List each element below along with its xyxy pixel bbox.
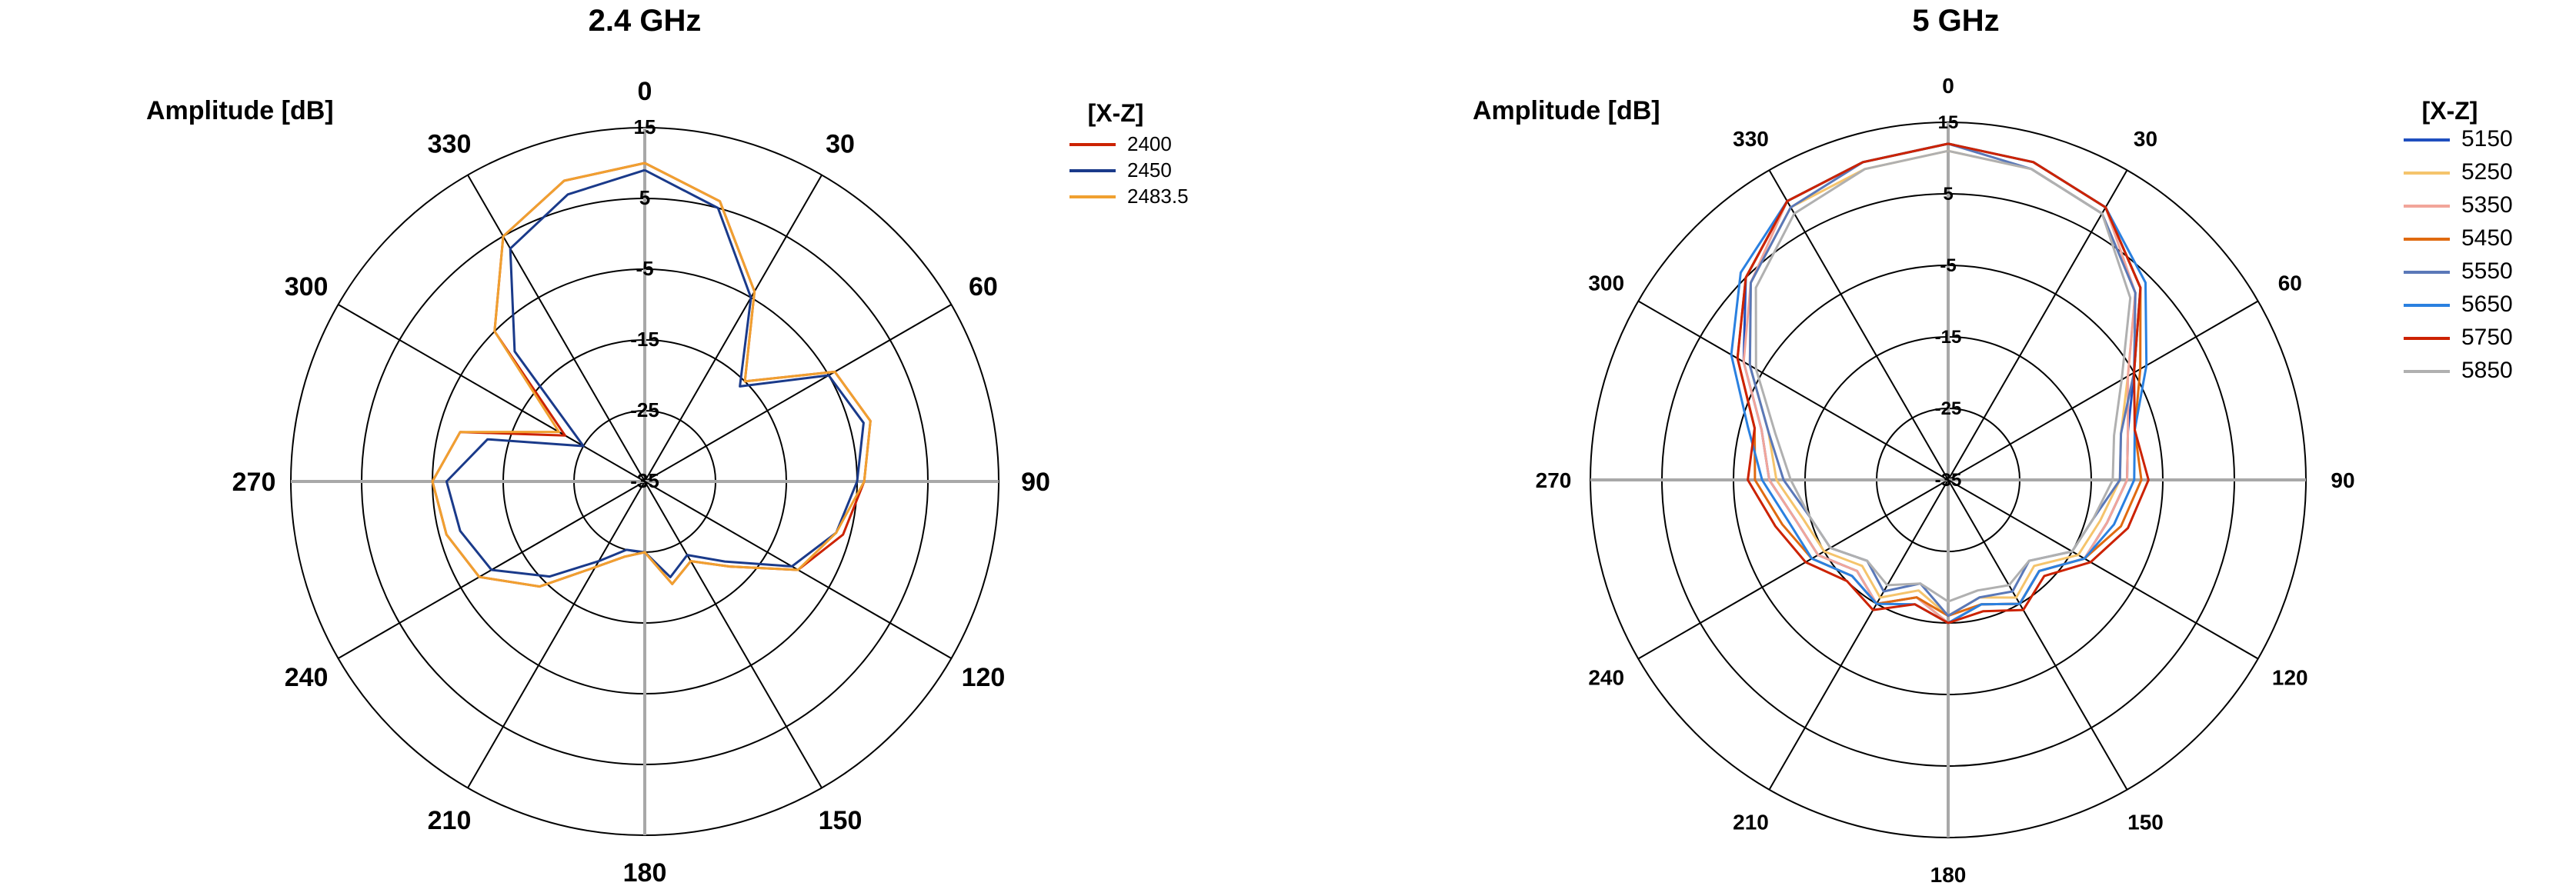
grid-spoke [1947,479,2128,791]
angle-tick-label: 90 [2331,468,2354,492]
legend-label: 5750 [2461,325,2513,350]
legend-title: [X-Z] [2422,97,2478,125]
series-line-5250 [1748,149,2137,618]
legend-label: 5550 [2461,258,2513,284]
angle-tick-label: 150 [2127,810,2164,834]
legend-label: 5250 [2461,159,2513,185]
angle-tick-label: 240 [285,663,329,692]
legend-label: 5450 [2461,225,2513,251]
grid-spoke [1637,300,1949,481]
angle-tick-label: 60 [969,272,998,301]
grid-spoke [1947,300,2259,481]
angle-tick-label: 240 [1588,666,1624,690]
radial-tick-label: 5 [1943,184,1953,205]
angle-tick-label: 0 [1942,74,1954,98]
chart-title: 2.4 GHz [589,4,702,38]
polar-chart-5ghz: 5 GHz Amplitude [dB] 0 30 60 90 120 150 180 210 24… [1473,4,2513,886]
angle-tick-label: 120 [962,663,1006,692]
radial-tick-label: -35 [1935,470,1962,491]
angle-tick-label: 330 [428,129,472,158]
radial-tick-label: -15 [630,328,659,351]
grid-spoke [1768,479,1949,791]
series-line-5850 [1754,149,2132,603]
grid-spoke [338,304,646,482]
polar-chart-2-4ghz: 2.4 GHz Amplitude [dB] 0 30 60 90 120 150 180 210… [146,4,1189,886]
radial-tick-label: -35 [630,469,659,492]
grid-spoke [467,175,646,482]
legend-title: [X-Z] [1088,99,1144,127]
angle-tick-label: 30 [826,129,855,158]
legend-label: 5150 [2461,126,2513,152]
grid-spoke [644,175,823,482]
radial-tick-label: -5 [1940,255,1956,276]
angle-tick-label: 270 [1536,468,1572,492]
chart-title: 5 GHz [1912,4,1999,38]
angle-tick-label: 300 [285,272,329,301]
legend-label: 5650 [2461,291,2513,317]
legend-label: 5850 [2461,358,2513,383]
radial-axis-label: Amplitude [dB] [146,96,334,125]
angle-tick-label: 180 [1930,863,1967,886]
angle-tick-label: 210 [428,806,472,835]
angle-tick-label: 90 [1021,468,1050,497]
angle-tick-label: 270 [232,468,276,497]
radial-tick-label: 15 [634,115,656,138]
legend-label: 2483.5 [1127,185,1189,208]
series-line-5450 [1736,142,2143,618]
radial-tick-label: -5 [636,257,653,280]
legend-label: 2450 [1127,158,1172,182]
radial-tick-label: -25 [1935,398,1962,419]
angle-tick-label: 300 [1588,271,1624,295]
radial-axis-label: Amplitude [dB] [1473,96,1660,125]
series-line-5750 [1736,142,2150,625]
grid-spoke [1947,169,2128,481]
legend-label: 5350 [2461,192,2513,218]
radial-tick-label: -25 [630,398,659,421]
legend-label: 2400 [1127,132,1172,155]
radial-tick-label: 15 [1938,112,1959,133]
grid-spoke [644,481,823,788]
angle-tick-label: 210 [1733,810,1769,834]
grid-spoke [1637,479,1949,660]
series-line-2483-5 [431,162,872,588]
angle-tick-label: 150 [819,806,863,835]
angle-tick-label: 60 [2278,271,2302,295]
angle-tick-label: 180 [623,858,667,886]
angle-tick-label: 120 [2272,666,2308,690]
grid-spoke [1768,169,1949,481]
radial-tick-label: -15 [1935,327,1962,348]
grid-spoke [1947,479,2259,660]
angle-tick-label: 330 [1733,127,1769,151]
grid-spoke [644,304,952,482]
angle-tick-label: 30 [2134,127,2157,151]
radial-tick-label: 5 [639,186,650,209]
angle-tick-label: 0 [638,77,652,106]
grid-spoke [467,481,646,788]
